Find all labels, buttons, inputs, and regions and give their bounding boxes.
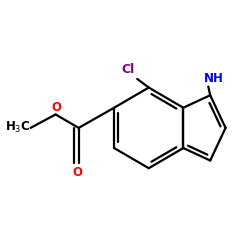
Text: O: O [52, 101, 62, 114]
Text: Cl: Cl [121, 63, 134, 76]
Text: NH: NH [204, 72, 224, 86]
Text: O: O [73, 166, 83, 178]
Text: H$_3$C: H$_3$C [5, 120, 31, 136]
